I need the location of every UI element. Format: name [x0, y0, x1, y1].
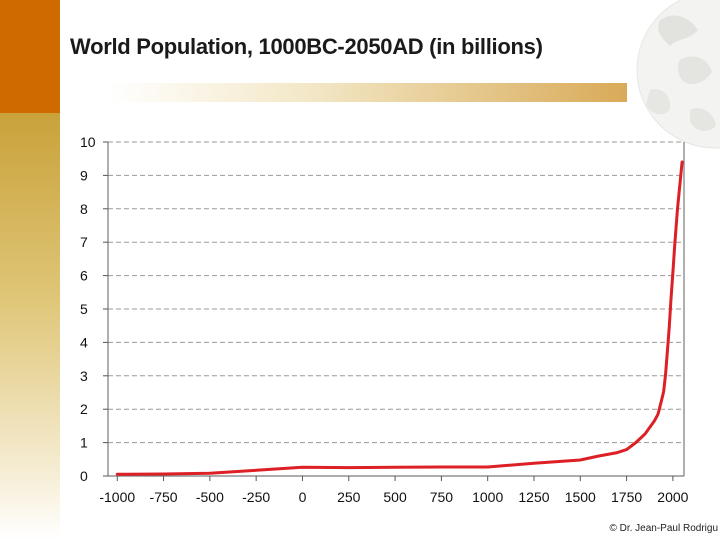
y-tick-label-10: 10 [80, 134, 96, 150]
y-tick-label-2: 2 [80, 401, 88, 417]
y-tick-label-0: 0 [80, 468, 88, 484]
x-tick-label--500: -500 [196, 489, 224, 505]
y-tick-label-6: 6 [80, 268, 88, 284]
x-tick-label-1250: 1250 [518, 489, 549, 505]
y-tick-label-1: 1 [80, 435, 88, 451]
copyright-credit: © Dr. Jean-Paul Rodrigu [609, 523, 718, 534]
globe-watermark-icon [636, 0, 720, 149]
series-line-world-population [115, 160, 684, 476]
accent-bar-gold [0, 113, 60, 540]
x-tick-label--250: -250 [242, 489, 270, 505]
series-layer [115, 160, 684, 476]
y-tick-labels: 0 1 2 3 4 5 6 7 8 9 10 [80, 134, 96, 484]
axis-layer [103, 141, 685, 481]
grid-layer [108, 141, 684, 444]
title-underline-gradient [110, 83, 627, 102]
y-tick-label-3: 3 [80, 368, 88, 384]
accent-bar-orange [0, 0, 60, 113]
x-tick-label-2000: 2000 [657, 489, 688, 505]
x-tick-label--1000: -1000 [99, 489, 135, 505]
x-tick-label-0: 0 [299, 489, 307, 505]
y-tick-label-7: 7 [80, 234, 88, 250]
y-tick-label-4: 4 [80, 334, 88, 350]
y-tick-label-8: 8 [80, 201, 88, 217]
slide-title: World Population, 1000BC-2050AD (in bill… [70, 34, 543, 59]
x-tick-label-1500: 1500 [565, 489, 596, 505]
x-tick-labels: -1000 -750 -500 -250 0 250 500 750 1000 1250 1500 1… [99, 489, 688, 505]
x-tick-label-1000: 1000 [472, 489, 503, 505]
x-tick-label--750: -750 [150, 489, 178, 505]
x-tick-label-500: 500 [383, 489, 407, 505]
x-tick-label-1750: 1750 [611, 489, 642, 505]
y-tick-label-9: 9 [80, 167, 88, 183]
x-tick-label-750: 750 [430, 489, 454, 505]
x-tick-label-250: 250 [337, 489, 361, 505]
y-tick-label-5: 5 [80, 301, 88, 317]
